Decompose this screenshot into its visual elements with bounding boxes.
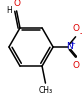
Text: N: N [66, 43, 73, 52]
Text: +: + [69, 41, 75, 47]
Text: O: O [14, 0, 21, 8]
Text: O: O [72, 24, 80, 33]
Text: CH₃: CH₃ [38, 86, 52, 93]
Text: O: O [72, 61, 80, 70]
Text: H: H [6, 6, 12, 15]
Text: -: - [79, 29, 82, 38]
